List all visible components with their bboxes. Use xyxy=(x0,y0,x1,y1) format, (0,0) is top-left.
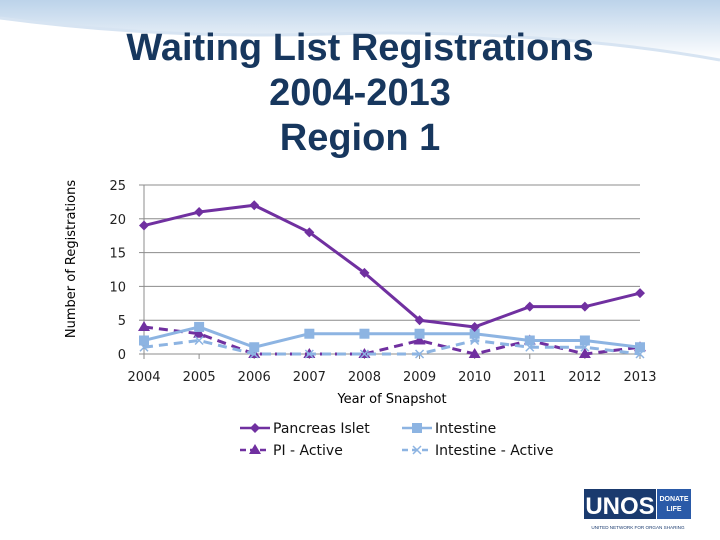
legend-item-pancreas-islet: Pancreas Islet xyxy=(240,421,370,437)
series-line-intestine-active xyxy=(143,338,641,356)
data-point-intestine xyxy=(414,328,425,339)
data-point-intestine xyxy=(579,335,590,346)
x-tick-label: 2009 xyxy=(403,370,436,385)
data-point-intestine xyxy=(249,342,260,353)
data-point-pancreas-islet xyxy=(469,321,480,332)
data-point-pi-active xyxy=(578,348,591,358)
x-tick-label: 2005 xyxy=(183,370,216,385)
data-point-pancreas-islet xyxy=(304,227,315,238)
x-tick-label: 2008 xyxy=(348,370,381,385)
title-line-1: Waiting List Registrations xyxy=(126,27,594,69)
legend-label: Intestine - Active xyxy=(435,443,554,459)
data-point-pancreas-islet xyxy=(414,315,425,326)
x-axis-title: Year of Snapshot xyxy=(336,392,446,407)
legend-marker xyxy=(250,423,260,433)
legend-label: PI - Active xyxy=(273,443,343,459)
legend-marker xyxy=(412,445,422,455)
y-tick-label: 10 xyxy=(109,280,126,295)
data-point-intestine-active xyxy=(415,349,425,359)
data-point-pancreas-islet xyxy=(524,301,535,312)
grid-lines xyxy=(144,184,640,355)
title-line-2: 2004-2013 xyxy=(269,72,451,114)
y-tick-label: 0 xyxy=(118,348,126,363)
legend-label: Pancreas Islet xyxy=(273,421,370,437)
data-point-pancreas-islet xyxy=(139,220,149,231)
legend-marker xyxy=(412,423,422,433)
y-tick-label: 20 xyxy=(109,213,126,228)
data-point-intestine xyxy=(635,342,645,353)
y-tick-label: 5 xyxy=(118,314,126,329)
data-point-pi-active xyxy=(193,327,206,338)
series-line-pi-active xyxy=(143,325,641,356)
axes: 0 5 10 15 20 25 2004 2005 2006 2007 2008 2009 2010 20… xyxy=(109,179,656,385)
data-point-pancreas-islet xyxy=(249,200,260,211)
legend: Pancreas Islet Intestine PI - Active Intest… xyxy=(240,421,554,459)
logo-wordmark: UNOS xyxy=(585,493,654,520)
data-point-pi-active xyxy=(138,320,150,331)
logo-tagline: DONATE LIFE xyxy=(659,496,688,513)
data-point-intestine-active xyxy=(359,349,369,359)
y-tick-label: 15 xyxy=(109,247,126,262)
y-axis-title: Number of Registrations xyxy=(64,180,79,338)
data-point-intestine xyxy=(359,328,370,339)
data-point-pancreas-islet xyxy=(194,207,205,218)
data-point-pancreas-islet xyxy=(579,301,590,312)
logo-subtitle: UNITED NETWORK FOR ORGAN SHARING xyxy=(591,525,685,530)
data-point-pi-active xyxy=(468,348,481,358)
data-point-pancreas-islet xyxy=(635,288,645,299)
x-tick-label: 2011 xyxy=(513,370,546,385)
series-pancreas-islet xyxy=(139,200,645,332)
data-point-intestine xyxy=(304,328,315,339)
data-point-intestine xyxy=(194,321,205,332)
x-tick-label: 2004 xyxy=(127,370,160,385)
legend-item-intestine-active: Intestine - Active xyxy=(402,443,554,459)
data-point-intestine xyxy=(139,335,149,346)
data-point-intestine-active xyxy=(194,335,204,346)
data-point-pancreas-islet xyxy=(359,267,370,278)
legend-item-pi-active: PI - Active xyxy=(240,443,343,459)
title-line-3: Region 1 xyxy=(279,117,441,159)
legend-marker xyxy=(249,444,261,454)
series-group xyxy=(138,200,646,359)
series-line-intestine xyxy=(143,325,641,349)
y-tick-label: 25 xyxy=(109,179,126,194)
x-tick-label: 2012 xyxy=(568,370,601,385)
logo-graphic: UNOS DONATE LIFE UNITED NETWORK FOR ORGAN… xyxy=(584,489,691,530)
legend-item-intestine: Intestine xyxy=(402,421,496,437)
x-tick-label: 2006 xyxy=(238,370,271,385)
x-tick-label: 2010 xyxy=(458,370,491,385)
series-intestine xyxy=(139,321,645,353)
series-line-pancreas-islet xyxy=(143,203,641,329)
chart-title: Waiting List Registrations 2004-2013 Reg… xyxy=(60,26,660,161)
x-tick-label: 2007 xyxy=(293,370,326,385)
data-point-intestine xyxy=(524,335,535,346)
data-point-intestine-active xyxy=(304,349,314,359)
unos-logo: UNOS DONATE LIFE UNITED NETWORK FOR ORGAN… xyxy=(584,487,694,531)
legend-label: Intestine xyxy=(435,421,496,437)
x-tick-label: 2013 xyxy=(623,370,656,385)
data-point-pi-active xyxy=(413,334,426,345)
data-point-intestine xyxy=(469,328,480,339)
